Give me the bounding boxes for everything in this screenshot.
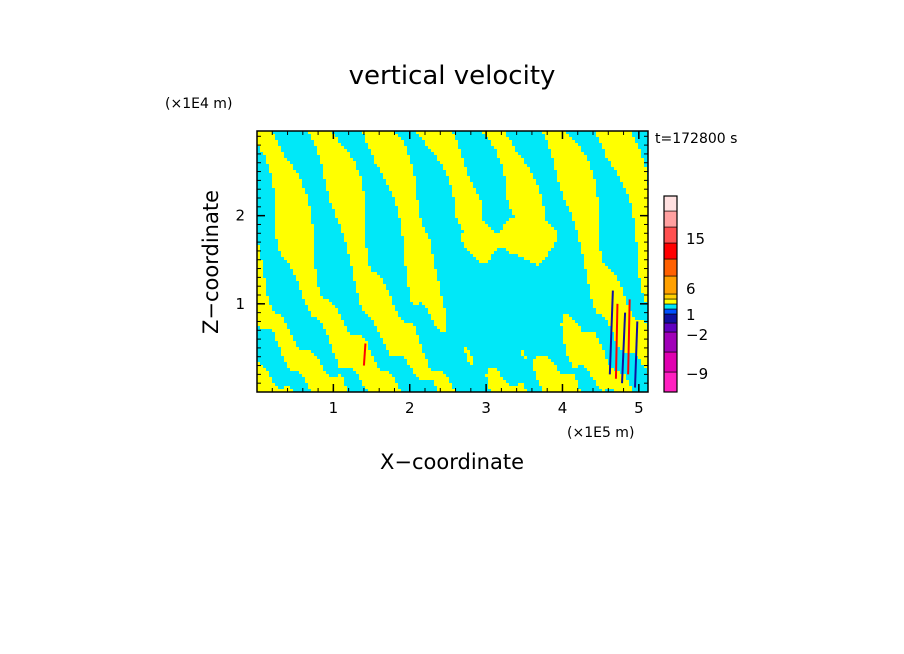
x-tick-label: 1 (329, 399, 339, 417)
y-unit-label: (×1E4 m) (165, 96, 232, 112)
strong-velocity-streak (627, 299, 631, 375)
strong-velocity-streak (634, 321, 639, 388)
strong-velocity-streak (621, 312, 627, 384)
x-tick-label: 3 (481, 399, 491, 417)
colorbar-swatch (663, 210, 678, 228)
y-tick-label: 2 (235, 207, 245, 225)
colorbar-swatch (663, 226, 678, 244)
chart-title: vertical velocity (349, 61, 556, 91)
colorbar-swatch (663, 293, 678, 300)
colorbar-label: −2 (686, 326, 708, 344)
y-tick-label: 1 (235, 295, 245, 313)
colorbar-label: 15 (686, 230, 705, 248)
colorbar-swatch (663, 351, 678, 373)
colorbar-swatch (663, 371, 678, 393)
colorbar-swatch (663, 258, 678, 277)
x-unit-label: (×1E5 m) (567, 425, 634, 441)
colorbar-swatch (663, 298, 678, 305)
colorbar-swatch (663, 303, 678, 310)
axes: 1 2 3 4 5 1 2 (235, 131, 648, 417)
colorbar-swatch (663, 195, 678, 212)
colorbar-label: 1 (686, 306, 696, 324)
x-tick-label: 4 (558, 399, 568, 417)
plot-frame (256, 130, 649, 393)
colorbar: 15 6 1 −2 −9 (663, 195, 708, 393)
strong-velocity-streak (608, 290, 614, 375)
colorbar-label: 6 (686, 280, 696, 298)
colorbar-label: −9 (686, 365, 708, 383)
x-tick-label: 5 (634, 399, 644, 417)
x-tick-label: 2 (405, 399, 415, 417)
colorbar-swatch (663, 242, 678, 260)
strong-velocity-streak (614, 303, 619, 379)
downdraft-region (257, 131, 648, 392)
colorbar-swatch (663, 313, 678, 324)
colorbar-swatch (663, 331, 678, 353)
x-axis-label: X−coordinate (380, 450, 524, 474)
strong-velocity-streak (362, 343, 367, 366)
y-axis-label: Z−coordinate (199, 190, 223, 334)
colorbar-swatch (663, 275, 678, 295)
field-cells (257, 131, 648, 392)
time-label: t=172800 s (655, 131, 737, 147)
colorbar-swatch (663, 322, 678, 333)
colorbar-swatch (663, 308, 678, 315)
colorbar-frame (663, 195, 678, 393)
velocity-field (257, 131, 648, 392)
